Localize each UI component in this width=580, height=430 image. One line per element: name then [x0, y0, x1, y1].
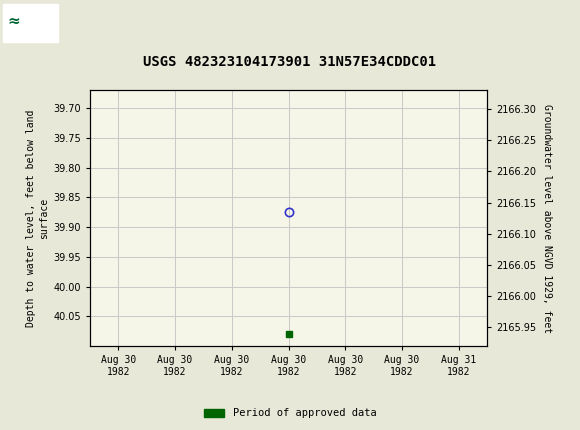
Y-axis label: Groundwater level above NGVD 1929, feet: Groundwater level above NGVD 1929, feet: [542, 104, 552, 333]
Legend: Period of approved data: Period of approved data: [200, 404, 380, 423]
Text: ≈: ≈: [7, 14, 20, 29]
Text: USGS 482323104173901 31N57E34CDDC01: USGS 482323104173901 31N57E34CDDC01: [143, 55, 437, 69]
Bar: [3, 3, 58, 42]
Y-axis label: Depth to water level, feet below land
surface: Depth to water level, feet below land su…: [26, 110, 49, 327]
Text: USGS: USGS: [22, 15, 60, 28]
